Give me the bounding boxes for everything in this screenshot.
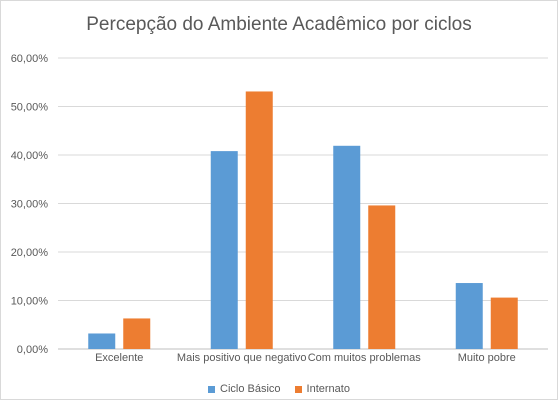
bar-series-1-cat-3 <box>490 297 518 349</box>
x-tick-label: Excelente <box>95 352 143 364</box>
y-tick-label: 40,00% <box>11 150 49 162</box>
legend-label-series-0: Ciclo Básico <box>220 383 281 395</box>
bar-series-1-cat-2 <box>368 205 396 349</box>
legend: Ciclo Básico Internato <box>0 383 558 395</box>
chart-title: Percepção do Ambiente Acadêmico por cicl… <box>86 14 472 35</box>
x-tick-label: Mais positivo que negativo <box>177 352 307 364</box>
bars <box>88 91 518 349</box>
legend-item-series-0: Ciclo Básico <box>208 383 281 395</box>
y-tick-label: 10,00% <box>11 296 49 308</box>
x-tick-label: Muito pobre <box>458 352 516 364</box>
legend-swatch-series-0 <box>208 385 216 393</box>
legend-item-series-1: Internato <box>294 383 350 395</box>
x-axis-labels: Excelente Mais positivo que negativo Com m… <box>95 352 516 364</box>
bar-series-1-cat-0 <box>123 318 151 349</box>
bar-series-0-cat-1 <box>210 151 238 349</box>
bar-series-0-cat-3 <box>455 283 483 349</box>
y-axis-labels: 0,00% 10,00% 20,00% 30,00% 40,00% 50,00% 60,00… <box>11 53 49 356</box>
y-tick-label: 50,00% <box>11 102 49 114</box>
y-tick-label: 30,00% <box>11 199 49 211</box>
y-tick-label: 20,00% <box>11 247 49 259</box>
legend-swatch-series-1 <box>294 385 302 393</box>
bar-series-1-cat-1 <box>245 91 273 349</box>
legend-label-series-1: Internato <box>306 383 350 395</box>
x-tick-label: Com muitos problemas <box>308 352 422 364</box>
y-tick-label: 0,00% <box>17 344 48 356</box>
bar-series-0-cat-2 <box>333 145 361 349</box>
bar-series-0-cat-0 <box>88 333 116 349</box>
y-tick-label: 60,00% <box>11 53 49 65</box>
